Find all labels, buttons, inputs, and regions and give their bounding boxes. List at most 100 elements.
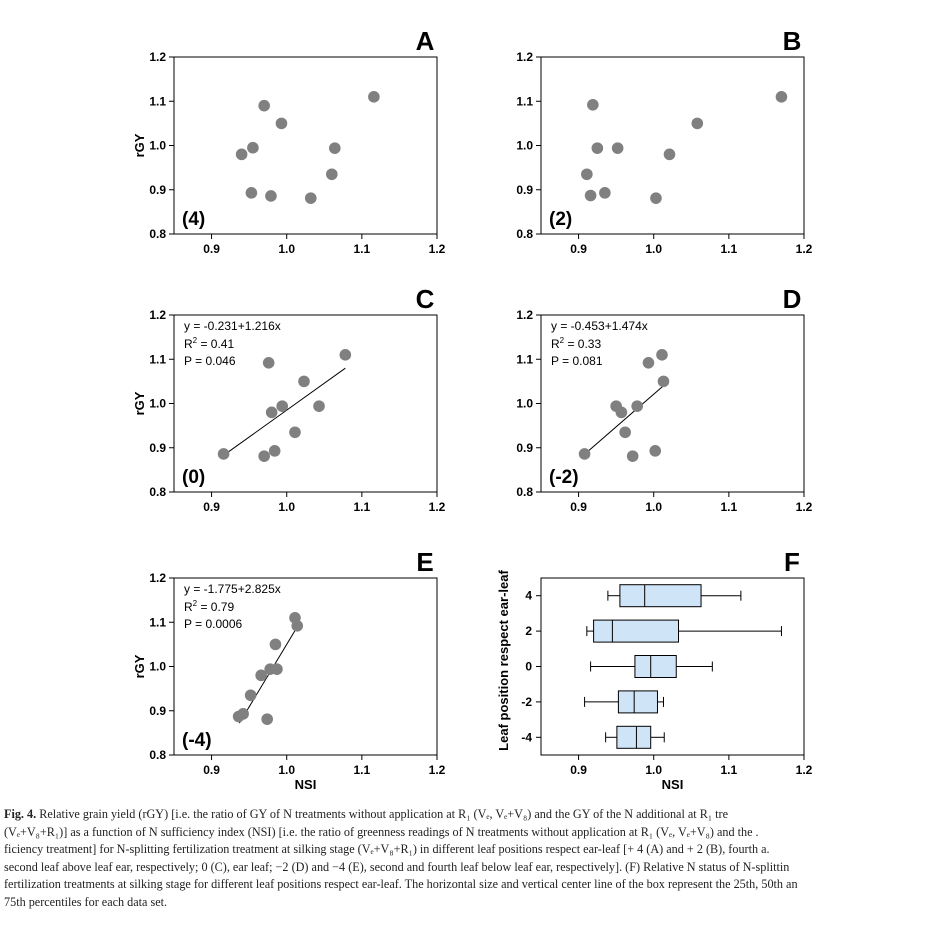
regression-line xyxy=(223,367,346,456)
iqr-box xyxy=(593,619,680,643)
panel-c: C 0.9 1.0 1.1 1.2 0.8 0.9 1.0 1.1 1.2 rGY y = -0.23… xyxy=(132,284,446,514)
x-tick-label: 1.2 xyxy=(429,242,446,256)
r2-symbol: R xyxy=(184,337,193,351)
caption-line-3: ficiency treatment] for N-splitting fert… xyxy=(4,842,770,857)
panel-letter: D xyxy=(783,284,802,314)
y-tick-label: 1.2 xyxy=(516,308,533,322)
data-point xyxy=(276,400,289,412)
regression-stats: y = -0.231+1.216x R2 = 0.41 P = 0.046 xyxy=(184,319,281,368)
x-tick-label: 1.2 xyxy=(796,500,813,514)
data-point xyxy=(245,187,258,199)
data-point xyxy=(650,192,662,204)
x-tick-label: 1.2 xyxy=(796,763,813,777)
box-0: 0 xyxy=(525,655,713,678)
box--4: -4 xyxy=(521,725,665,749)
x-tick-label: 1.2 xyxy=(429,500,446,514)
data-point xyxy=(304,192,317,204)
x-tick-label: 0.9 xyxy=(570,763,587,777)
x-axis-label: NSI xyxy=(662,777,684,792)
x-tick-label: 1.1 xyxy=(721,242,738,256)
regression-stats: y = -0.453+1.474x R2 = 0.33 P = 0.081 xyxy=(551,319,648,368)
r2-superscript: 2 xyxy=(193,336,198,345)
y-axis-label: Leaf position respect ear-leaf xyxy=(496,570,511,751)
r2-value: = 0.33 xyxy=(564,337,601,351)
x-tick-label: 1.0 xyxy=(645,763,662,777)
leaf-position-annotation: (0) xyxy=(182,467,205,488)
panel-letter: E xyxy=(416,547,433,577)
data-point xyxy=(271,663,283,675)
data-point xyxy=(581,168,593,181)
data-point xyxy=(291,619,304,632)
panel-d: D 0.9 1.0 1.1 1.2 0.8 0.9 1.0 1.1 1.2 y = -0.453+1… xyxy=(516,284,812,514)
x-tick-label: 1.1 xyxy=(721,500,738,514)
x-tick-label: 1.1 xyxy=(354,500,371,514)
r-squared: R2 = 0.33 xyxy=(551,336,601,351)
y-tick-label: 0.9 xyxy=(516,441,533,455)
x-tick-label: 0.9 xyxy=(203,242,220,256)
y-tick-label: 1.0 xyxy=(149,660,166,674)
leaf-position-annotation: (2) xyxy=(549,209,572,230)
y-tick-label: 2 xyxy=(525,624,532,638)
panel-b: B 0.9 1.0 1.1 1.2 0.8 0.9 1.0 1.1 1.2 (2) xyxy=(516,26,812,256)
y-axis-label: rGY xyxy=(132,654,147,678)
r2-value: = 0.41 xyxy=(197,337,234,351)
iqr-box xyxy=(634,655,677,678)
data-point xyxy=(619,426,631,439)
panel-letter: B xyxy=(783,26,802,56)
y-tick-label: 0.8 xyxy=(149,485,166,499)
y-tick-label: -4 xyxy=(521,730,532,744)
iqr-box xyxy=(616,725,652,749)
p-value: P = 0.0006 xyxy=(184,617,242,631)
y-tick-label: 1.1 xyxy=(149,615,166,629)
data-point xyxy=(275,117,288,130)
leaf-position-annotation: (-2) xyxy=(549,467,579,488)
x-tick-label: 1.1 xyxy=(721,763,738,777)
r2-value: = 0.79 xyxy=(197,600,234,614)
r-squared: R2 = 0.41 xyxy=(184,336,234,351)
data-point xyxy=(599,187,611,199)
caption-line-6: 75th percentiles for each data set. xyxy=(4,894,168,909)
regression-equation: y = -1.775+2.825x xyxy=(184,582,281,596)
y-tick-label: 1.1 xyxy=(516,94,533,108)
iqr-box xyxy=(617,690,658,714)
data-point xyxy=(584,189,597,202)
caption-line-1: Fig. 4. Relative grain yield (rGY) [i.e.… xyxy=(4,806,935,824)
y-tick-label: 1.1 xyxy=(149,94,166,108)
x-tick-label: 1.0 xyxy=(278,500,295,514)
leaf-position-annotation: (-4) xyxy=(182,730,212,751)
caption-line-4: second leaf above leaf ear, respectively… xyxy=(4,859,790,874)
regression-equation: y = -0.231+1.216x xyxy=(184,319,281,333)
r2-symbol: R xyxy=(551,337,560,351)
data-point xyxy=(642,356,655,369)
plot-frame xyxy=(540,56,805,235)
y-tick-label: 0.8 xyxy=(149,227,166,241)
x-tick-label: 1.2 xyxy=(796,242,813,256)
figure-caption: Fig. 4. Relative grain yield (rGY) [i.e.… xyxy=(4,806,935,926)
x-tick-label: 1.1 xyxy=(354,763,371,777)
data-point xyxy=(775,91,788,103)
y-tick-label: 1.1 xyxy=(149,352,166,366)
caption-line-2: (Vₑ+V₈+R₁)] as a function of N sufficien… xyxy=(4,824,759,839)
y-tick-label: 1.0 xyxy=(149,139,166,153)
x-axis-label: NSI xyxy=(295,777,317,792)
x-tick-label: 0.9 xyxy=(570,500,587,514)
data-point xyxy=(298,375,310,388)
data-point xyxy=(691,117,704,130)
x-tick-label: 0.9 xyxy=(570,242,587,256)
data-point xyxy=(244,689,257,702)
y-tick-label: 0.8 xyxy=(516,227,533,241)
regression-line xyxy=(584,385,664,455)
panel-f: F 0.9 1.0 1.1 1.2 NSI 4 2 0 -2 -4 Leaf position res… xyxy=(496,547,813,792)
y-tick-label: 0.8 xyxy=(149,748,166,762)
panel-e: E 0.9 1.0 1.1 1.2 NSI 0.8 0.9 1.0 1.1 1.2 rGY y = -1… xyxy=(132,547,446,792)
data-point xyxy=(265,190,277,202)
x-tick-label: 1.1 xyxy=(354,242,371,256)
r2-superscript: 2 xyxy=(193,599,198,608)
data-point xyxy=(611,142,624,154)
p-value: P = 0.046 xyxy=(184,354,236,368)
data-point xyxy=(258,450,270,462)
x-tick-label: 1.0 xyxy=(278,763,295,777)
data-point xyxy=(258,99,270,112)
y-tick-label: 0 xyxy=(525,660,532,674)
y-tick-label: -2 xyxy=(521,695,532,709)
